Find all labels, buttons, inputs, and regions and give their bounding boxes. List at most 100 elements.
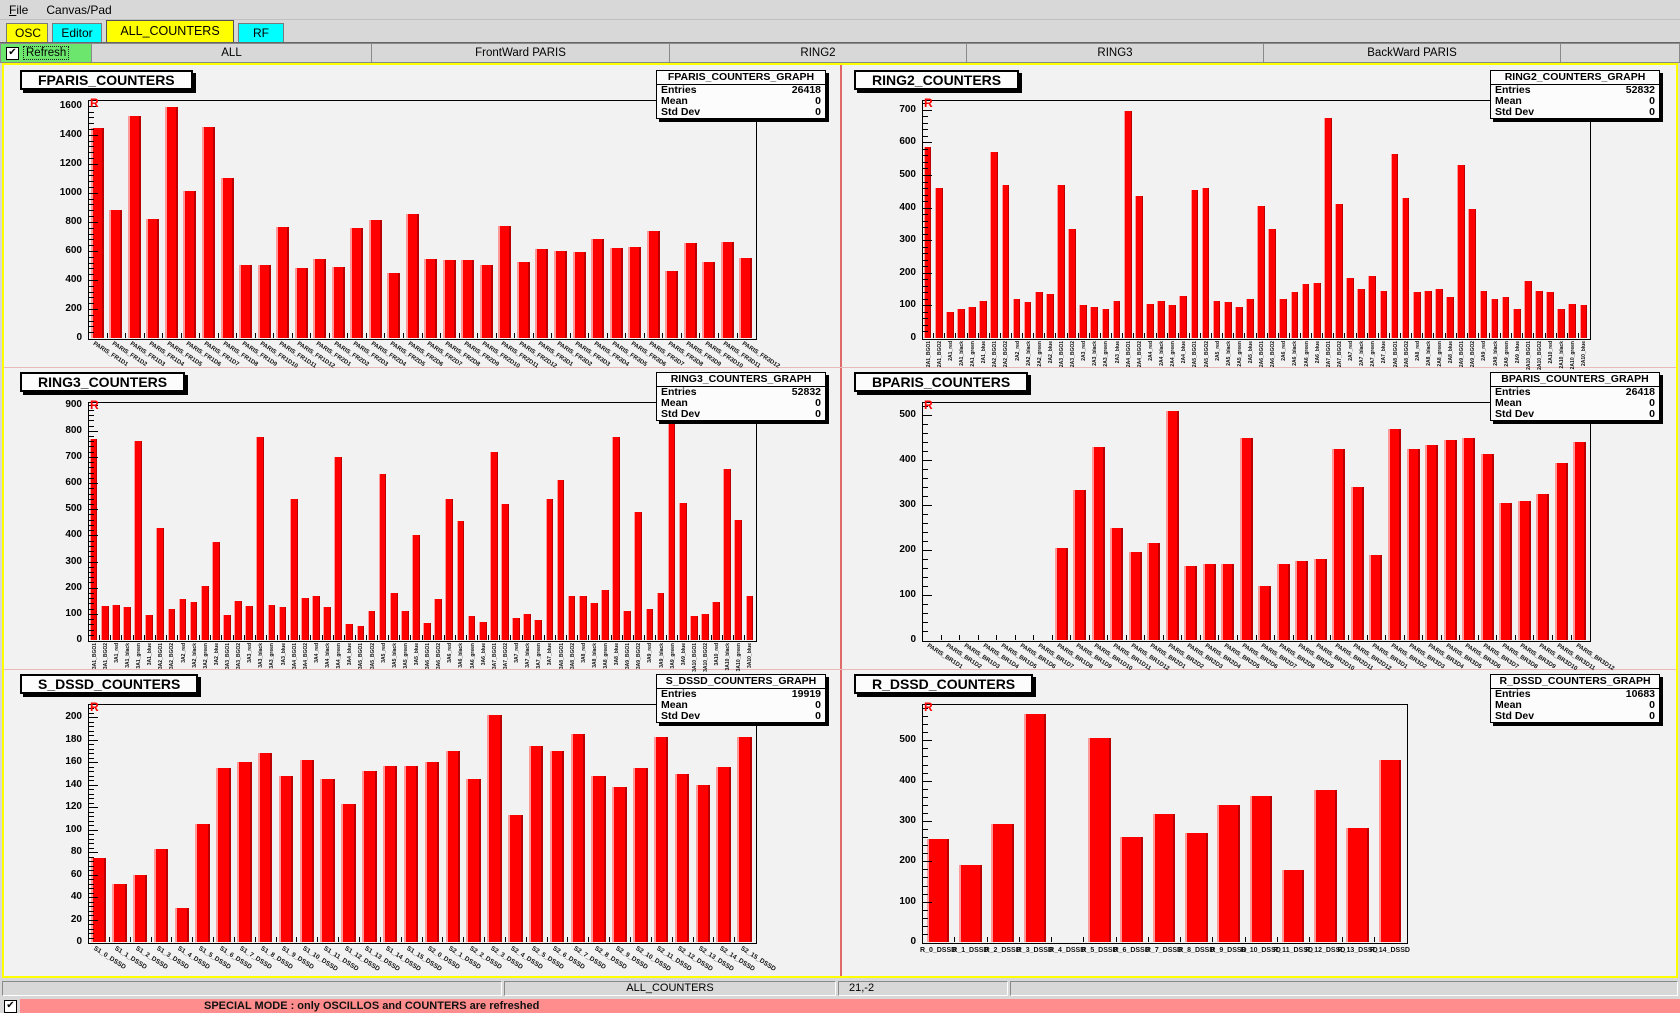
pad-r_dssd_counters[interactable]: R_DSSD_COUNTERS R_DSSD_COUNTERS_GRAPH Entr… [842, 672, 1670, 972]
bar [516, 262, 530, 338]
y-minor-tick [923, 765, 928, 766]
y-minor-tick [89, 789, 94, 790]
tab-all-counters[interactable]: ALL_COUNTERS [106, 20, 234, 42]
x-axis-label: R_5_DSSD [1081, 947, 1118, 954]
y-minor-tick [923, 708, 928, 709]
stats-box[interactable]: RING2_COUNTERS_GRAPH Entries 52832 Mean 0 Std… [1490, 70, 1660, 119]
y-major-tick [89, 431, 98, 432]
plot-frame[interactable] [922, 100, 1591, 340]
bar [112, 884, 127, 942]
bar [368, 220, 382, 338]
y-major-tick [89, 135, 98, 136]
view-tab-frontward-paris[interactable]: FrontWard PARIS [372, 43, 670, 63]
y-minor-tick [89, 866, 94, 867]
plot-frame[interactable] [88, 402, 757, 642]
x-tick [1366, 635, 1368, 640]
y-minor-tick [89, 100, 94, 101]
refresh-checkbox[interactable]: ✔ [6, 46, 19, 60]
pad-title[interactable]: FPARIS_COUNTERS [20, 70, 193, 90]
stats-box[interactable]: RING3_COUNTERS_GRAPH Entries 52832 Mean 0 Std… [656, 372, 826, 421]
stats-label: Std Dev [661, 106, 701, 118]
pad-title[interactable]: R_DSSD_COUNTERS [854, 674, 1034, 694]
pad-title[interactable]: RING3_COUNTERS [20, 372, 186, 392]
controls-row: ✔ Refresh ALL FrontWard PARIS RING2 RING… [0, 43, 1680, 63]
pad-ring2_counters[interactable]: RING2_COUNTERS RING2_COUNTERS_GRAPH Entrie… [842, 68, 1670, 370]
pad-bparis_counters[interactable]: BPARIS_COUNTERS BPARIS_COUNTERS_GRAPH Entr… [842, 370, 1670, 672]
y-minor-tick [89, 825, 94, 826]
bar [578, 596, 587, 640]
pad-fparis_counters[interactable]: FPARIS_COUNTERS FPARIS_COUNTERS_GRAPH Entr… [8, 68, 836, 370]
plot-frame[interactable] [922, 704, 1408, 944]
x-tick [277, 635, 278, 640]
x-tick [88, 635, 89, 640]
tab-osc[interactable]: OSC [6, 23, 48, 42]
pad-title[interactable]: S_DSSD_COUNTERS [20, 674, 199, 694]
x-tick [176, 635, 178, 640]
plot-frame[interactable] [922, 402, 1591, 642]
bar [1346, 278, 1354, 338]
menu-canvas-pad[interactable]: Canvas/Pad [46, 2, 112, 17]
y-minor-tick [923, 266, 928, 267]
y-major-tick [923, 595, 932, 596]
view-tab-backward-paris[interactable]: BackWard PARIS [1264, 43, 1561, 63]
y-axis-label: 100 [899, 589, 916, 601]
y-minor-tick [89, 199, 94, 200]
bar [1290, 292, 1299, 338]
y-axis-label: 200 [899, 855, 916, 867]
x-tick [1355, 333, 1357, 338]
pad-title[interactable]: RING2_COUNTERS [854, 70, 1020, 90]
y-minor-tick [923, 116, 928, 117]
x-tick [1388, 333, 1390, 338]
bar [345, 624, 354, 640]
x-tick [662, 333, 664, 338]
bar [183, 191, 197, 338]
tab-editor[interactable]: Editor [52, 23, 102, 42]
bar [1073, 490, 1086, 640]
special-mode-banner: SPECIAL MODE : only OSCILLOS and COUNTER… [20, 999, 1680, 1013]
stats-box[interactable]: BPARIS_COUNTERS_GRAPH Entries 26418 Mean 0 St… [1490, 372, 1660, 421]
pad-s_dssd_counters[interactable]: S_DSSD_COUNTERS S_DSSD_COUNTERS_GRAPH Entr… [8, 672, 836, 973]
y-minor-tick [89, 112, 94, 113]
bar [489, 452, 498, 640]
tab-rf[interactable]: RF [238, 23, 284, 42]
pad-marker: R [924, 700, 933, 714]
bar [1535, 291, 1543, 338]
stats-box[interactable]: S_DSSD_COUNTERS_GRAPH Entries 19919 Mean 0 St… [656, 674, 826, 723]
bar [723, 469, 732, 640]
y-minor-tick [89, 609, 94, 610]
x-tick [699, 333, 701, 338]
stats-box-title: BPARIS_COUNTERS_GRAPH [1491, 373, 1659, 387]
x-tick [458, 333, 460, 338]
bar [1091, 447, 1105, 640]
root-canvas[interactable]: FPARIS_COUNTERS FPARIS_COUNTERS_GRAPH Entr… [2, 63, 1678, 978]
y-minor-tick [89, 123, 94, 124]
x-tick [922, 937, 923, 942]
stats-box[interactable]: FPARIS_COUNTERS_GRAPH Entries 26418 Mean 0 St… [656, 70, 826, 119]
stats-row: Std Dev 0 [1491, 107, 1659, 118]
stats-box[interactable]: R_DSSD_COUNTERS_GRAPH Entries 10683 Mean 0 St… [1490, 674, 1660, 723]
refresh-control[interactable]: ✔ Refresh [0, 43, 92, 63]
bar [1412, 292, 1421, 338]
y-axis-label: 600 [899, 136, 916, 148]
view-tab-ring2[interactable]: RING2 [670, 43, 967, 63]
special-mode-row: ✔ SPECIAL MODE : only OSCILLOS and COUNT… [0, 999, 1680, 1013]
x-tick [106, 333, 108, 338]
y-axis-label: 700 [899, 103, 916, 115]
x-tick [599, 635, 601, 640]
plot-frame[interactable] [88, 100, 757, 340]
y-axis-label: 600 [65, 244, 82, 256]
x-tick [632, 635, 634, 640]
x-tick [734, 937, 736, 942]
bar [1279, 299, 1288, 338]
x-tick [577, 635, 579, 640]
view-tab-ring3[interactable]: RING3 [967, 43, 1264, 63]
special-mode-checkbox[interactable]: ✔ [4, 1000, 17, 1013]
view-tab-all[interactable]: ALL [92, 43, 372, 63]
pad-title[interactable]: BPARIS_COUNTERS [854, 372, 1029, 392]
y-minor-tick [89, 541, 94, 542]
pad-ring3_counters[interactable]: RING3_COUNTERS RING3_COUNTERS_GRAPH Entrie… [8, 370, 836, 672]
plot-frame[interactable] [88, 704, 757, 944]
y-minor-tick [89, 924, 94, 925]
